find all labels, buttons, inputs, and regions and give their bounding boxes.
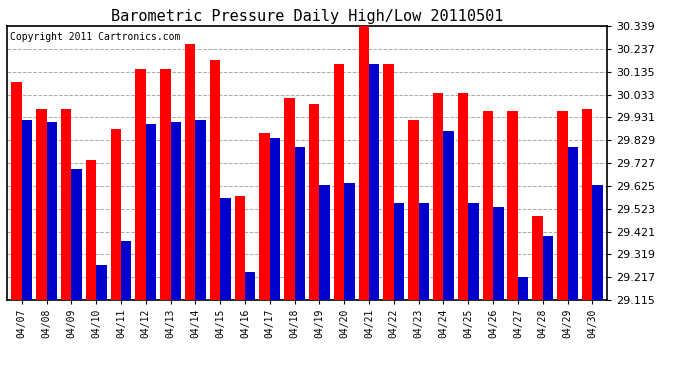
- Bar: [433, 93, 444, 300]
- Bar: [210, 60, 220, 300]
- Bar: [483, 111, 493, 300]
- Bar: [592, 185, 603, 300]
- Bar: [444, 131, 454, 300]
- Bar: [22, 120, 32, 300]
- Bar: [408, 120, 419, 300]
- Bar: [369, 64, 380, 300]
- Bar: [160, 69, 170, 300]
- Bar: [71, 169, 82, 300]
- Bar: [245, 272, 255, 300]
- Bar: [86, 160, 96, 300]
- Bar: [394, 203, 404, 300]
- Bar: [458, 93, 469, 300]
- Bar: [220, 198, 230, 300]
- Bar: [11, 82, 22, 300]
- Bar: [582, 109, 592, 300]
- Bar: [135, 69, 146, 300]
- Bar: [344, 183, 355, 300]
- Bar: [259, 134, 270, 300]
- Bar: [146, 124, 156, 300]
- Bar: [61, 109, 71, 300]
- Bar: [96, 266, 107, 300]
- Bar: [235, 196, 245, 300]
- Bar: [493, 207, 504, 300]
- Bar: [110, 129, 121, 300]
- Bar: [121, 241, 131, 300]
- Bar: [469, 203, 479, 300]
- Bar: [419, 203, 429, 300]
- Bar: [195, 120, 206, 300]
- Bar: [295, 147, 305, 300]
- Bar: [518, 276, 529, 300]
- Bar: [319, 185, 330, 300]
- Bar: [359, 26, 369, 300]
- Bar: [557, 111, 567, 300]
- Bar: [543, 236, 553, 300]
- Bar: [567, 147, 578, 300]
- Bar: [309, 104, 319, 300]
- Title: Barometric Pressure Daily High/Low 20110501: Barometric Pressure Daily High/Low 20110…: [111, 9, 503, 24]
- Bar: [507, 111, 518, 300]
- Bar: [284, 98, 295, 300]
- Bar: [47, 122, 57, 300]
- Bar: [270, 138, 280, 300]
- Text: Copyright 2011 Cartronics.com: Copyright 2011 Cartronics.com: [10, 32, 180, 42]
- Bar: [384, 64, 394, 300]
- Bar: [170, 122, 181, 300]
- Bar: [532, 216, 543, 300]
- Bar: [185, 44, 195, 300]
- Bar: [36, 109, 47, 300]
- Bar: [334, 64, 344, 300]
